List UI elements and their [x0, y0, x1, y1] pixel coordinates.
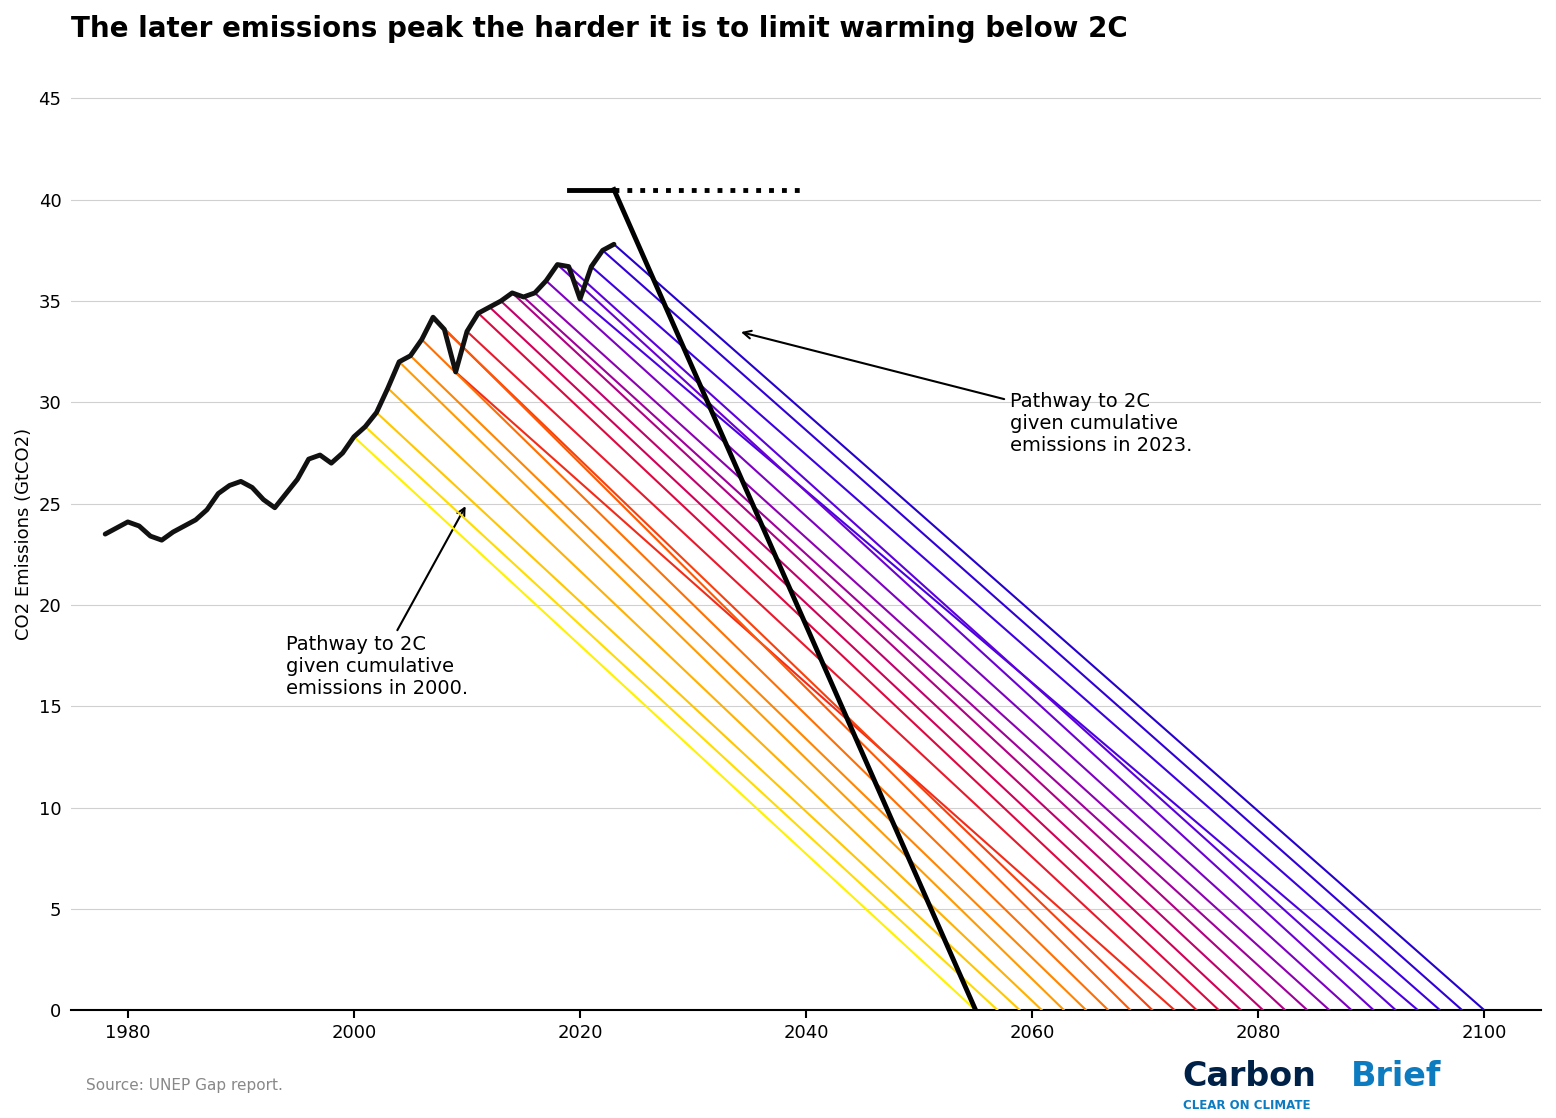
Text: Brief: Brief	[1351, 1060, 1441, 1093]
Text: Pathway to 2C
given cumulative
emissions in 2023.: Pathway to 2C given cumulative emissions…	[744, 331, 1192, 455]
Text: CLEAR ON CLIMATE: CLEAR ON CLIMATE	[1183, 1099, 1310, 1112]
Text: Source: UNEP Gap report.: Source: UNEP Gap report.	[86, 1078, 283, 1093]
Text: Pathway to 2C
given cumulative
emissions in 2000.: Pathway to 2C given cumulative emissions…	[286, 509, 468, 699]
Y-axis label: CO2 Emissions (GtCO2): CO2 Emissions (GtCO2)	[16, 428, 33, 641]
Text: The later emissions peak the harder it is to limit warming below 2C: The later emissions peak the harder it i…	[72, 15, 1128, 42]
Text: Carbon: Carbon	[1183, 1060, 1316, 1093]
